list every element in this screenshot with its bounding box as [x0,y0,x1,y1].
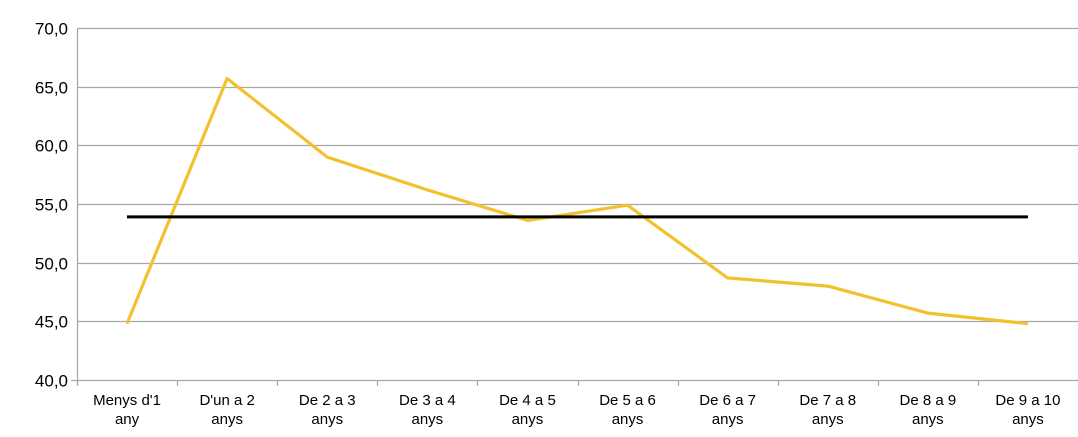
x-tick-label-line: anys [412,411,444,428]
x-tick-label-line: De 8 a 9 [899,392,956,409]
y-axis-ticks: 40,0 45,0 50,0 55,0 60,0 65,0 70,0 [35,20,68,391]
x-tick-label: De 9 a 10 anys [995,392,1060,428]
series-line-1 [125,76,1029,326]
x-tick-label-line: anys [211,411,243,428]
y-tick-label: 70,0 [35,20,68,39]
x-tick-label-line: anys [912,411,944,428]
x-tick-label-line: De 9 a 10 [995,392,1060,409]
x-tick-label-line: anys [612,411,644,428]
axes [71,28,1078,386]
x-tick-label-line: anys [311,411,343,428]
x-tick-label-line: De 6 a 7 [699,392,756,409]
x-tick-label-line: anys [812,411,844,428]
x-tick-label: De 2 a 3 anys [299,392,356,428]
x-tick-label-line: De 7 a 8 [799,392,856,409]
y-tick-label: 45,0 [35,313,68,332]
x-tick-label-line: D'un a 2 [199,392,254,409]
y-tick-label: 40,0 [35,372,68,391]
x-tick-label-line: Menys d'1 [93,392,161,409]
x-tick-label: D'un a 2 anys [199,392,254,428]
x-tick-label: Menys d'1 any [93,392,161,428]
x-tick-label: De 8 a 9 anys [899,392,956,428]
x-tick-label: De 3 a 4 anys [399,392,456,428]
series [125,76,1029,326]
y-tick-label: 50,0 [35,255,68,274]
x-tick-label-line: De 2 a 3 [299,392,356,409]
x-tick-label-line: De 5 a 6 [599,392,656,409]
y-tick-label: 60,0 [35,137,68,156]
y-tick-label: 55,0 [35,196,68,215]
x-tick-label-line: De 3 a 4 [399,392,456,409]
x-tick-label: De 4 a 5 anys [499,392,556,428]
x-tick-label-line: anys [712,411,744,428]
x-tick-label: De 7 a 8 anys [799,392,856,428]
gridlines [77,27,1078,323]
x-tick-label: De 6 a 7 anys [699,392,756,428]
x-tick-label-line: any [115,411,140,428]
y-tick-label: 65,0 [35,79,68,98]
x-tick-label-line: De 4 a 5 [499,392,556,409]
x-tick-label-line: anys [1012,411,1044,428]
x-tick-label-line: anys [512,411,544,428]
x-tick-label: De 5 a 6 anys [599,392,656,428]
